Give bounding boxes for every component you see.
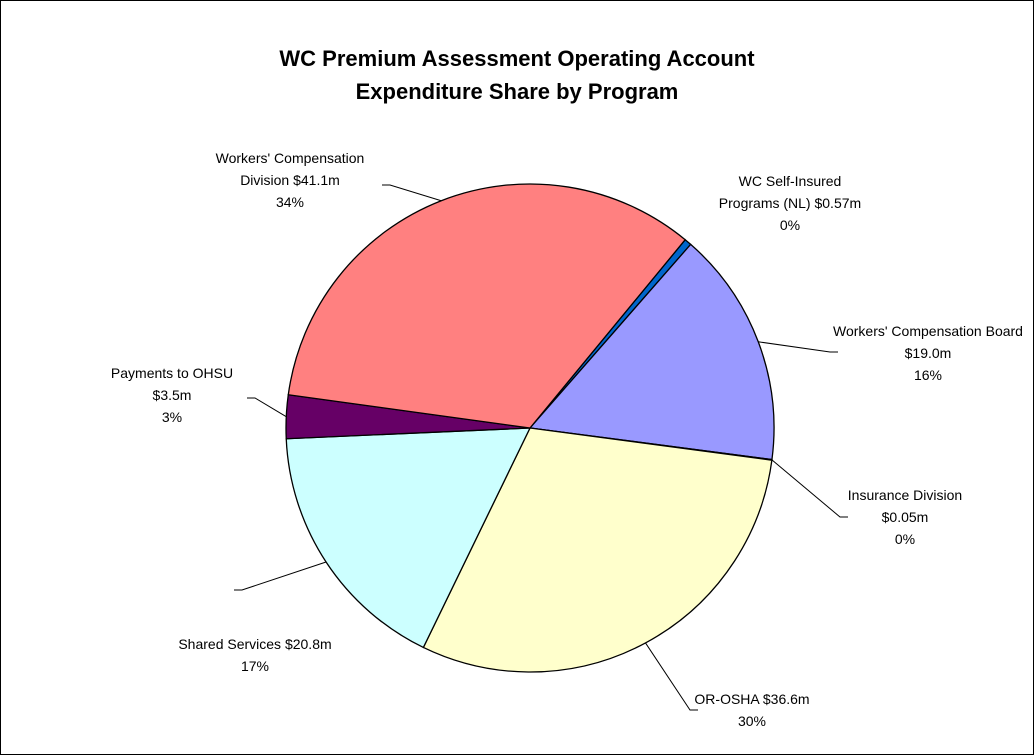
leader-line: [645, 642, 698, 711]
slice-label: Workers' Compensation Division $41.1m 34%: [190, 147, 390, 213]
percent-label: 0%: [894, 531, 916, 547]
pie-slice: [287, 183, 687, 429]
slice-label: Insurance Division $0.05m 0%: [840, 484, 970, 550]
title-line: WC Premium Assessment Operating Account: [279, 46, 755, 71]
percent-label: 17%: [240, 658, 270, 674]
percent-label: 3%: [161, 409, 183, 425]
percent-label: 0%: [779, 217, 801, 233]
pie-slice: [528, 243, 775, 461]
leader-line: [771, 459, 848, 518]
value-label: $0.05m: [881, 509, 929, 525]
slice-label: Payments to OHSU $3.5m 3%: [107, 362, 237, 428]
value-label: $36.6m: [762, 691, 810, 707]
percent-label: 34%: [275, 194, 305, 210]
percent-label: 30%: [737, 713, 767, 729]
leader-line: [382, 184, 442, 202]
slice-label: OR-OSHA $36.6m 30%: [672, 688, 832, 732]
leader-line: [247, 397, 287, 418]
category-name: Payments to OHSU: [110, 365, 234, 381]
leader-line: [758, 341, 838, 353]
chart-title: WC Premium Assessment Operating Account …: [0, 42, 1034, 108]
category-name: Workers' Compensation Division: [215, 150, 365, 188]
value-label: $3.5m: [152, 387, 192, 403]
leader-line: [234, 561, 327, 591]
pie-slice: [285, 427, 532, 649]
slice-label: Shared Services $20.8m 17%: [155, 633, 355, 677]
pie-slice: [422, 427, 773, 673]
title-line: Expenditure Share by Program: [355, 79, 679, 104]
category-name: Shared Services: [178, 636, 282, 652]
percent-label: 16%: [913, 367, 943, 383]
category-name: Workers' Compensation Board: [833, 323, 1023, 339]
value-label: $20.8m: [284, 636, 332, 652]
category-name: Insurance Division: [847, 487, 963, 503]
value-label: $0.57m: [814, 195, 862, 211]
slice-label: Workers' Compensation Board $19.0m 16%: [828, 320, 1028, 386]
value-label: $19.0m: [904, 345, 952, 361]
category-name: WC Self-Insured Programs (NL): [718, 173, 842, 211]
slice-label: WC Self-Insured Programs (NL) $0.57m 0%: [715, 170, 865, 236]
category-name: OR-OSHA: [694, 691, 759, 707]
value-label: $41.1m: [293, 172, 340, 188]
